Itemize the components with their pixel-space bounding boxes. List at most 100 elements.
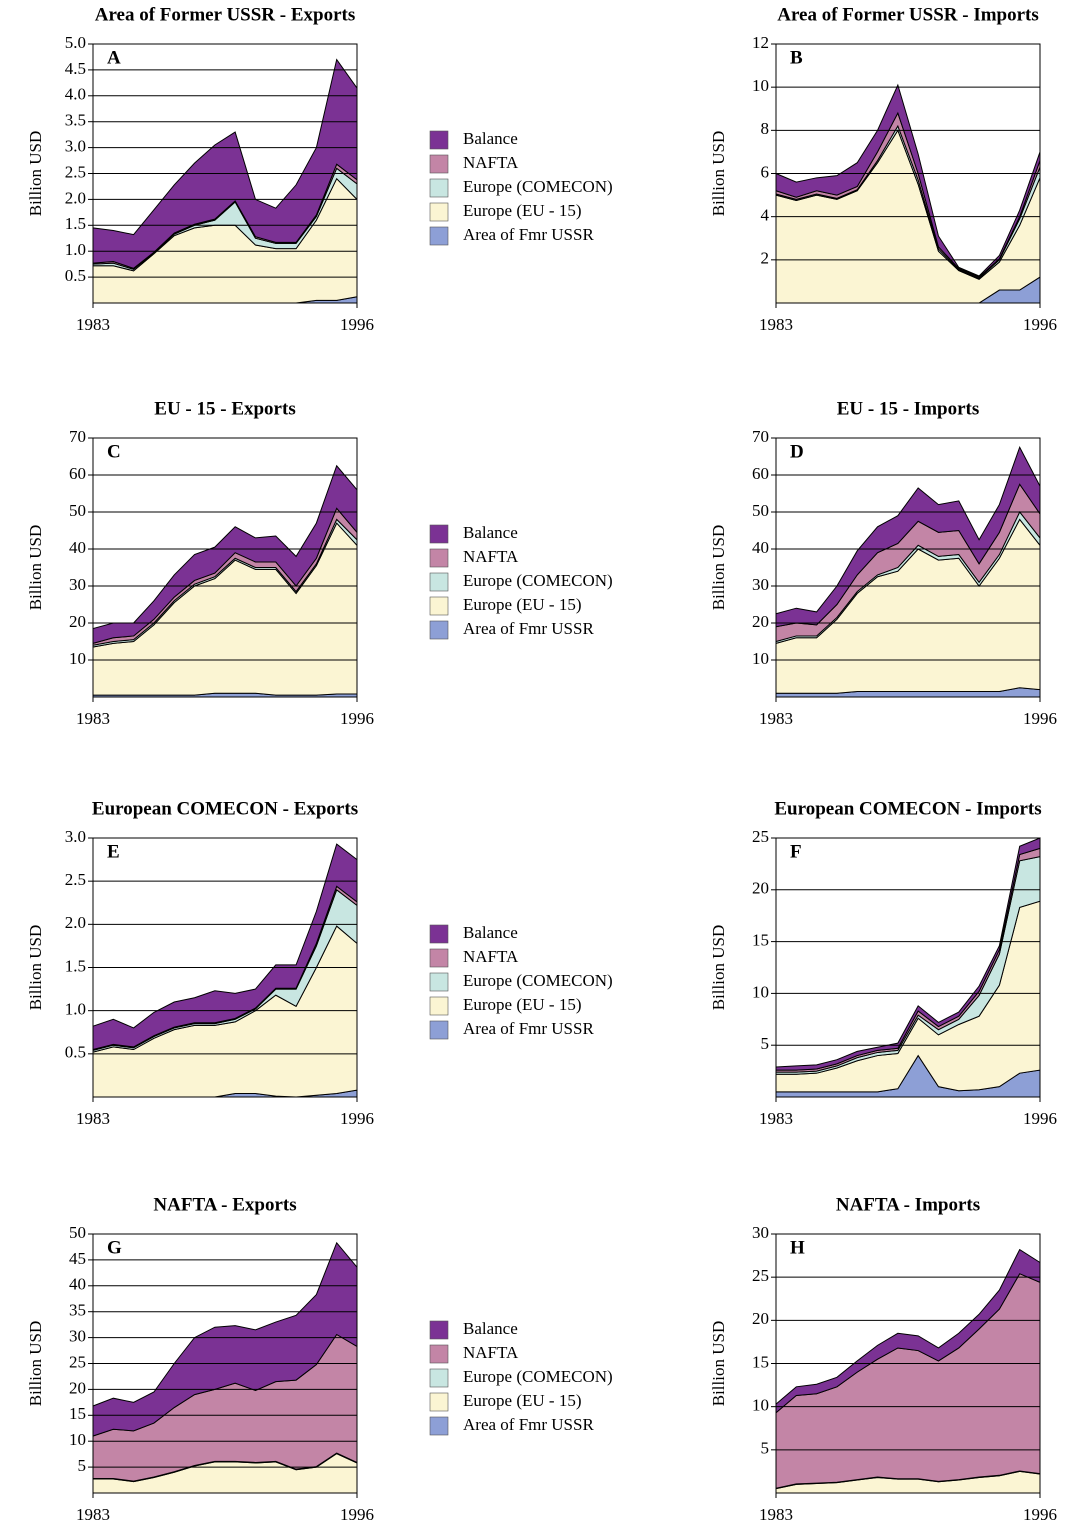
legend-label: Europe (EU - 15) [463, 995, 582, 1014]
y-axis-label: Billion USD [709, 925, 728, 1011]
y-tick-label: 25 [69, 1352, 86, 1371]
y-tick-label: 4 [761, 206, 770, 225]
legend-label: Europe (COMECON) [463, 177, 613, 196]
panel-letter: D [790, 441, 804, 462]
x-tick-label: 1983 [759, 1109, 793, 1128]
y-tick-label: 20 [69, 1378, 86, 1397]
x-tick-label: 1996 [1023, 1109, 1057, 1128]
legend-swatch [429, 1416, 449, 1436]
y-tick-label: 25 [752, 827, 769, 846]
chart-title: EU - 15 - Imports [837, 398, 980, 419]
y-tick-label: 40 [69, 538, 86, 557]
legend-label: Europe (COMECON) [463, 571, 613, 590]
x-tick-label: 1996 [1023, 709, 1057, 728]
y-tick-label: 2 [761, 249, 770, 268]
x-tick-label: 1983 [76, 1109, 110, 1128]
chart-title: NAFTA - Exports [153, 1194, 296, 1215]
y-tick-label: 2.5 [65, 162, 86, 181]
chart-title: EU - 15 - Exports [154, 398, 295, 419]
legend-label: Area of Fmr USSR [463, 225, 594, 244]
legend-label: Area of Fmr USSR [463, 619, 594, 638]
y-tick-label: 30 [69, 575, 86, 594]
plot-frame [775, 437, 1041, 698]
y-tick-label: 5 [761, 1034, 770, 1053]
legend-label: NAFTA [463, 1343, 519, 1362]
y-tick-label: 25 [752, 1266, 769, 1285]
y-tick-label: 45 [69, 1249, 86, 1268]
y-tick-label: 50 [69, 1223, 86, 1242]
panel-letter: A [107, 47, 121, 68]
y-axis-label: Billion USD [709, 1321, 728, 1407]
y-tick-label: 20 [752, 1309, 769, 1328]
legend-swatch [429, 972, 449, 992]
y-tick-label: 4.5 [65, 59, 86, 78]
legend-label: NAFTA [463, 547, 519, 566]
y-tick-label: 5.0 [65, 33, 86, 52]
y-tick-label: 60 [752, 464, 769, 483]
y-tick-label: 2.0 [65, 913, 86, 932]
x-tick-label: 1996 [1023, 1505, 1057, 1524]
legend-swatch [429, 1320, 449, 1340]
legend-swatch [429, 996, 449, 1016]
y-tick-label: 10 [69, 649, 86, 668]
y-tick-label: 30 [752, 1223, 769, 1242]
plot-frame [92, 1233, 358, 1494]
y-tick-label: 50 [752, 501, 769, 520]
panel-letter: H [790, 1237, 805, 1258]
plot-frame [775, 837, 1041, 1098]
legend-label: NAFTA [463, 947, 519, 966]
y-tick-label: 2.0 [65, 188, 86, 207]
y-tick-label: 35 [69, 1301, 86, 1320]
x-tick-label: 1983 [759, 1505, 793, 1524]
y-tick-label: 30 [752, 575, 769, 594]
plot-frame [775, 1233, 1041, 1494]
legend-label: Area of Fmr USSR [463, 1415, 594, 1434]
x-tick-label: 1996 [340, 1505, 374, 1524]
x-tick-label: 1983 [759, 709, 793, 728]
legend-swatch [429, 924, 449, 944]
x-tick-label: 1983 [76, 709, 110, 728]
y-tick-label: 30 [69, 1327, 86, 1346]
y-tick-label: 15 [752, 1352, 769, 1371]
legend-label: Area of Fmr USSR [463, 1019, 594, 1038]
y-tick-label: 1.5 [65, 956, 86, 975]
y-tick-label: 5 [761, 1439, 770, 1458]
y-tick-label: 3.5 [65, 111, 86, 130]
plot-frame [775, 43, 1041, 304]
x-tick-label: 1983 [76, 315, 110, 334]
legend-swatch [429, 596, 449, 616]
legend-swatch [429, 548, 449, 568]
legend-swatch [429, 1392, 449, 1412]
y-tick-label: 10 [69, 1430, 86, 1449]
legend-label: Europe (EU - 15) [463, 201, 582, 220]
y-tick-label: 0.5 [65, 1043, 86, 1062]
y-tick-label: 20 [69, 612, 86, 631]
chart-title: NAFTA - Imports [836, 1194, 980, 1215]
x-tick-label: 1996 [1023, 315, 1057, 334]
y-tick-label: 5 [78, 1456, 87, 1475]
y-axis-label: Billion USD [709, 525, 728, 611]
y-tick-label: 12 [752, 33, 769, 52]
y-tick-label: 40 [69, 1275, 86, 1294]
y-tick-label: 2.5 [65, 870, 86, 889]
y-axis-label: Billion USD [26, 925, 45, 1011]
legend-label: Balance [463, 129, 518, 148]
y-axis-label: Billion USD [26, 1321, 45, 1407]
panel-letter: G [107, 1237, 122, 1258]
legend-swatch [429, 524, 449, 544]
y-tick-label: 60 [69, 464, 86, 483]
y-tick-label: 1.0 [65, 1000, 86, 1019]
y-tick-label: 1.5 [65, 214, 86, 233]
x-tick-label: 1996 [340, 315, 374, 334]
legend-swatch [429, 572, 449, 592]
y-tick-label: 3.0 [65, 827, 86, 846]
plot-frame [92, 437, 358, 698]
chart-title: Area of Former USSR - Exports [95, 4, 356, 25]
y-tick-label: 70 [69, 427, 86, 446]
chart-title: European COMECON - Imports [774, 798, 1041, 819]
legend-swatch [429, 226, 449, 246]
y-tick-label: 20 [752, 612, 769, 631]
y-axis-label: Billion USD [26, 131, 45, 217]
chart-title: Area of Former USSR - Imports [777, 4, 1039, 25]
